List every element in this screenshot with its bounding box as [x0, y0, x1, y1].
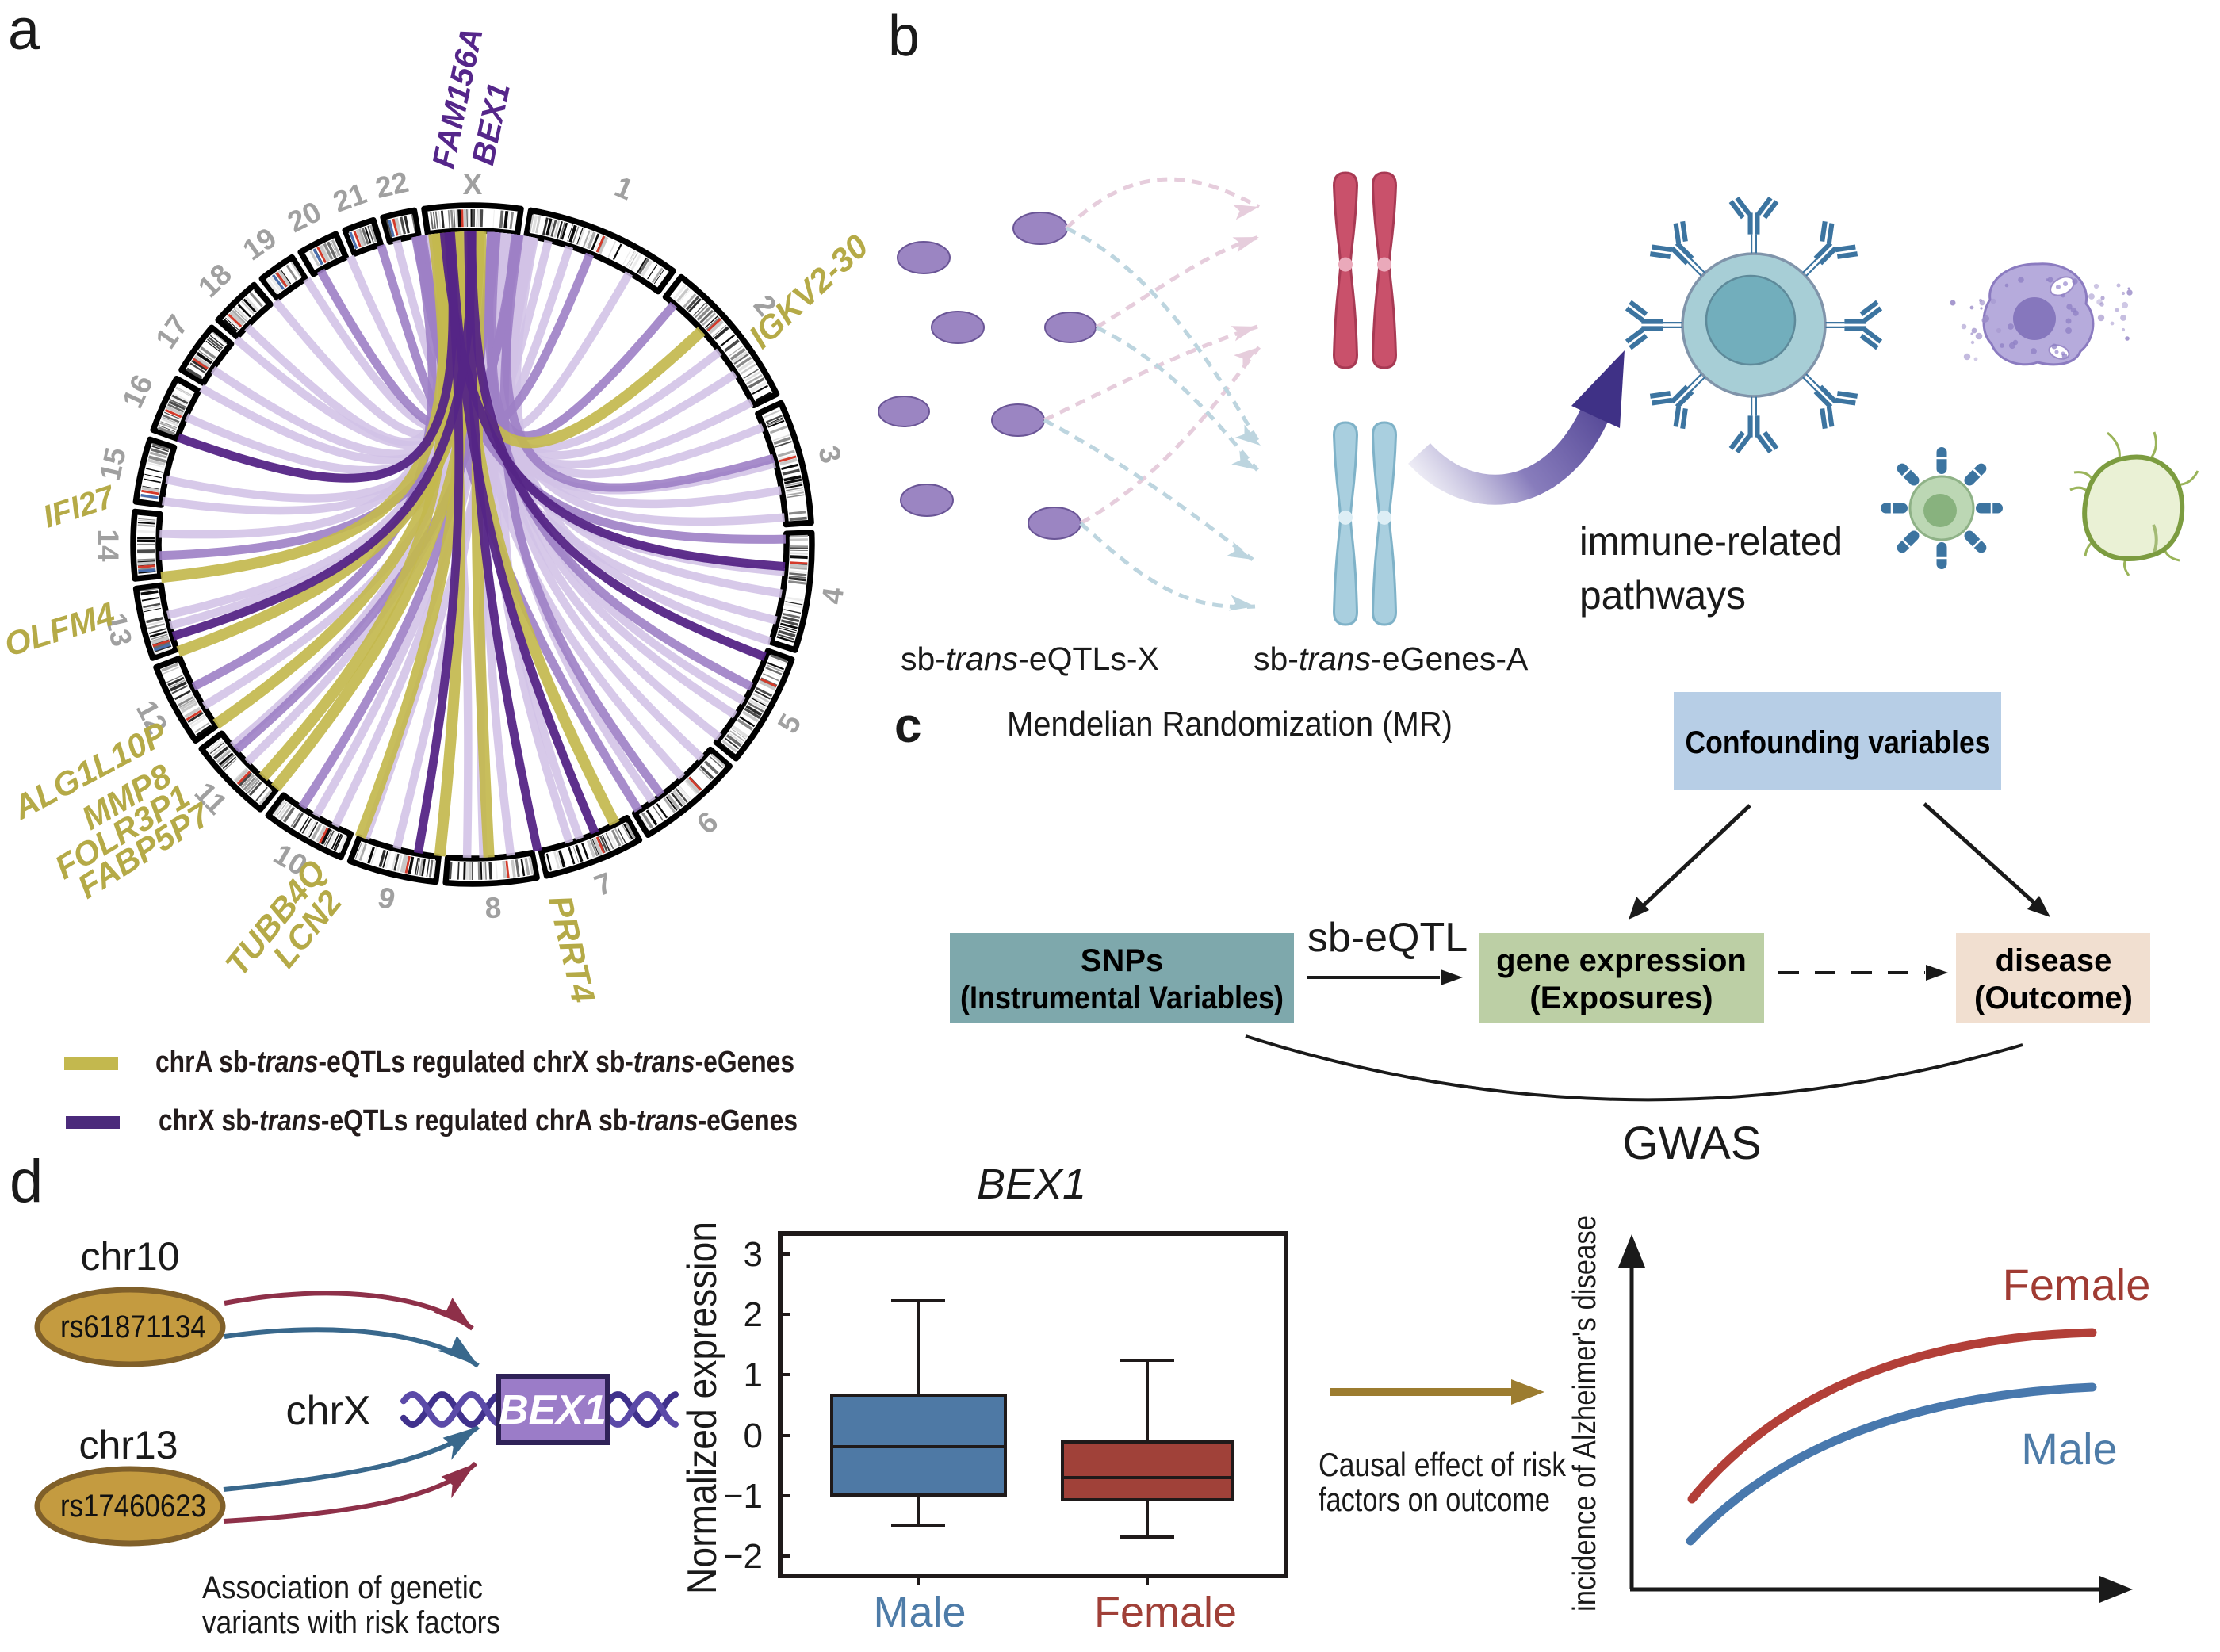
svg-text:gene expression: gene expression — [1496, 943, 1747, 978]
svg-text:X: X — [463, 168, 483, 201]
svg-text:SNPs: SNPs — [1081, 943, 1164, 978]
svg-text:Mendelian Randomization (MR): Mendelian Randomization (MR) — [1007, 705, 1453, 744]
svg-text:sb-trans-eGenes-A: sb-trans-eGenes-A — [1254, 641, 1529, 677]
svg-text:chrA sb-trans-eQTLs regulated: chrA sb-trans-eQTLs regulated chrX sb-tr… — [155, 1046, 794, 1079]
svg-text:sb-eQTL: sb-eQTL — [1307, 915, 1468, 961]
svg-text:incidence of Alzheimer's disea: incidence of Alzheimer's disease — [1566, 1215, 1602, 1612]
svg-text:b: b — [888, 5, 920, 68]
svg-text:8: 8 — [484, 891, 503, 924]
svg-text:disease: disease — [1996, 943, 2112, 978]
svg-text:Association of genetic: Association of genetic — [202, 1570, 483, 1605]
svg-text:22: 22 — [373, 166, 411, 205]
svg-text:chr10: chr10 — [80, 1234, 179, 1279]
svg-text:variants with risk factors: variants with risk factors — [202, 1605, 500, 1640]
svg-text:(Exposures): (Exposures) — [1529, 981, 1713, 1015]
svg-text:Normalized expression: Normalized expression — [679, 1222, 725, 1594]
svg-text:1: 1 — [744, 1356, 763, 1394]
svg-text:factors on outcome: factors on outcome — [1319, 1481, 1550, 1518]
svg-text:Female: Female — [2003, 1260, 2151, 1310]
svg-text:14: 14 — [92, 529, 124, 562]
svg-text:Female: Female — [1094, 1589, 1237, 1636]
svg-text:0: 0 — [744, 1417, 763, 1455]
svg-text:chrX sb-trans-eQTLs regulated: chrX sb-trans-eQTLs regulated chrA sb-tr… — [159, 1104, 798, 1138]
svg-text:chrX: chrX — [286, 1388, 371, 1434]
svg-text:c: c — [894, 698, 921, 753]
svg-text:chr13: chr13 — [78, 1423, 178, 1467]
svg-text:rs17460623: rs17460623 — [60, 1489, 206, 1524]
svg-text:13: 13 — [99, 610, 138, 649]
svg-text:(Instrumental Variables): (Instrumental Variables) — [960, 981, 1284, 1015]
svg-text:15: 15 — [94, 445, 132, 484]
svg-text:immune-related: immune-related — [1579, 519, 1843, 564]
svg-text:Causal effect of risk: Causal effect of risk — [1319, 1446, 1567, 1483]
svg-text:Male: Male — [2021, 1424, 2117, 1474]
svg-text:d: d — [10, 1148, 43, 1215]
svg-text:2: 2 — [744, 1295, 763, 1334]
svg-text:GWAS: GWAS — [1622, 1118, 1761, 1169]
svg-text:(Outcome): (Outcome) — [1974, 981, 2133, 1015]
svg-text:−2: −2 — [723, 1537, 763, 1576]
svg-text:−1: −1 — [723, 1477, 763, 1516]
svg-text:a: a — [8, 0, 40, 62]
svg-text:Confounding variables: Confounding variables — [1686, 725, 1991, 760]
svg-text:BEX1: BEX1 — [499, 1387, 607, 1433]
svg-text:sb-trans-eQTLs-X: sb-trans-eQTLs-X — [901, 641, 1159, 677]
svg-text:pathways: pathways — [1579, 573, 1746, 618]
svg-text:3: 3 — [744, 1235, 763, 1274]
svg-text:Male: Male — [873, 1589, 966, 1636]
svg-text:rs61871134: rs61871134 — [60, 1310, 206, 1344]
svg-text:BEX1: BEX1 — [977, 1161, 1086, 1208]
